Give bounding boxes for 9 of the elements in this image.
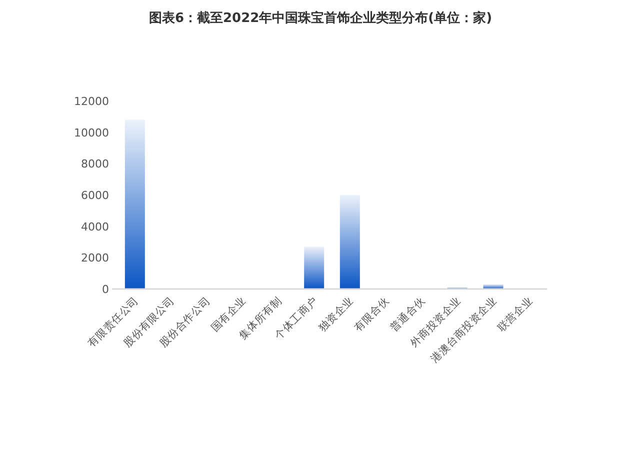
y-tick-label: 12000 — [74, 95, 109, 108]
y-tick-label: 0 — [102, 283, 109, 296]
y-tick-label: 2000 — [81, 252, 109, 265]
y-tick-label: 10000 — [74, 126, 109, 140]
y-tick-label: 6000 — [81, 189, 109, 202]
chart-title: 图表6：截至2022年中国珠宝首饰企业类型分布(单位：家) — [148, 10, 492, 26]
x-tick-label: 联营企业 — [494, 294, 536, 334]
y-tick-label: 4000 — [81, 220, 109, 234]
y-tick-label: 8000 — [81, 158, 109, 171]
